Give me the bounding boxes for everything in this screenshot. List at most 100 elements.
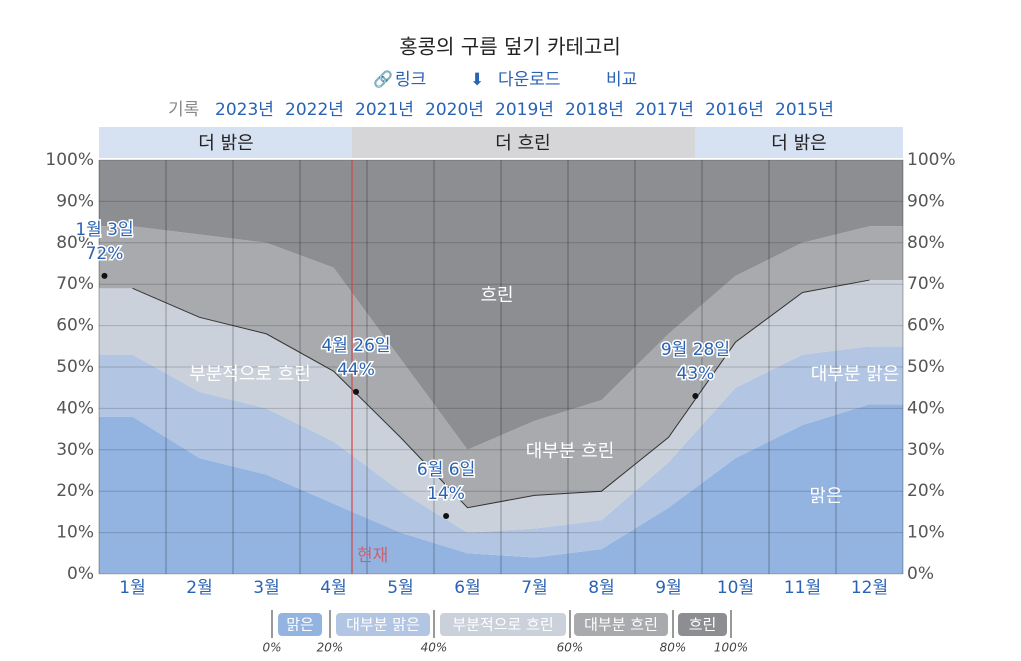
compare[interactable]: 비교: [606, 70, 637, 90]
season-label: 더 밝은: [198, 133, 253, 154]
area-edge: [99, 416, 133, 574]
legend-label: 대부분 맑은: [346, 616, 420, 634]
y2-tick-label: 0%: [907, 564, 934, 584]
y-tick-label: 0%: [67, 564, 94, 584]
y-tick-label: 100%: [45, 150, 94, 170]
legend-swatch: [336, 613, 430, 636]
area: [132, 160, 870, 450]
annotation-value: 44%: [337, 360, 375, 380]
y-tick-label: 30%: [56, 440, 94, 460]
year-link[interactable]: 2023년: [215, 100, 274, 120]
area-edge: [99, 160, 133, 227]
x-tick-label: 1월: [119, 578, 145, 598]
year-link[interactable]: 2017년: [635, 100, 694, 120]
link[interactable]: 링크: [395, 70, 426, 90]
annotation-value: 43%: [677, 364, 715, 384]
annotation-dot: [101, 272, 108, 279]
area-edge: [869, 346, 903, 405]
x-tick-label: 10월: [717, 578, 754, 598]
legend-label: 대부분 흐린: [584, 616, 658, 634]
boundary-line: [132, 279, 870, 509]
year-link[interactable]: 2016년: [705, 100, 764, 120]
download[interactable]: 다운로드: [498, 70, 561, 90]
y-tick-label: 10%: [56, 523, 94, 543]
y2-tick-label: 70%: [907, 274, 945, 294]
annotation-date: 6월 6일: [417, 460, 475, 480]
annotation-dot: [443, 513, 450, 520]
history-label: 기록: [168, 100, 199, 120]
area-edge: [869, 404, 903, 574]
season-label: 더 흐린: [495, 133, 550, 154]
download-icon: ⬇: [470, 70, 484, 90]
year-link[interactable]: 2019년: [495, 100, 554, 120]
annotation-date: 4월 26일: [321, 336, 390, 356]
y2-tick-label: 30%: [907, 440, 945, 460]
y-tick-label: 90%: [56, 191, 94, 211]
y2-tick-label: 90%: [907, 191, 945, 211]
y-tick-label: 70%: [56, 274, 94, 294]
area-label: 부분적으로 흐린: [189, 364, 311, 385]
legend-swatch: [440, 613, 566, 636]
y-tick-label: 80%: [56, 233, 94, 253]
year-link[interactable]: 2021년: [355, 100, 414, 120]
year-link[interactable]: 2022년: [285, 100, 344, 120]
x-tick-label: 6월: [454, 578, 480, 598]
x-tick-label: 3월: [253, 578, 279, 598]
x-tick-label: 12월: [851, 578, 888, 598]
area-label: 흐린: [480, 285, 513, 306]
area-edge: [99, 354, 133, 417]
x-tick-label: 11월: [784, 578, 821, 598]
y-tick-label: 60%: [56, 316, 94, 336]
legend-label: 흐린: [689, 616, 717, 634]
y2-tick-label: 20%: [907, 481, 945, 501]
y2-tick-label: 10%: [907, 523, 945, 543]
season-label: 더 밝은: [771, 133, 826, 154]
annotation-dot: [692, 392, 699, 399]
annotation-value: 14%: [427, 484, 465, 504]
year-link[interactable]: 2020년: [425, 100, 484, 120]
x-tick-label: 8월: [588, 578, 614, 598]
legend-tick-label: 0%: [262, 641, 281, 655]
y-tick-label: 50%: [56, 357, 94, 377]
legend-label: 부분적으로 흐린: [452, 616, 553, 634]
x-tick-label: 4월: [320, 578, 346, 598]
year-link[interactable]: 2018년: [565, 100, 624, 120]
area: [132, 346, 870, 558]
area: [132, 280, 870, 533]
season-band: [99, 127, 352, 158]
year-link[interactable]: 2015년: [775, 100, 834, 120]
annotation-value: 72%: [86, 244, 124, 264]
chart-title: 홍콩의 구름 덮기 카테고리: [399, 35, 620, 59]
legend-tick-label: 20%: [317, 641, 344, 655]
legend-swatch: [278, 613, 322, 636]
area-label: 대부분 흐린: [526, 441, 615, 462]
legend-label: 맑은: [286, 616, 314, 634]
legend-tick-label: 100%: [714, 641, 748, 655]
y-tick-label: 20%: [56, 481, 94, 501]
area-edge: [869, 226, 903, 281]
y2-tick-label: 80%: [907, 233, 945, 253]
annotation-date: 1월 3일: [75, 220, 133, 240]
x-tick-label: 5월: [387, 578, 413, 598]
annotation-date: 9월 28일: [661, 340, 730, 360]
y2-tick-label: 40%: [907, 398, 945, 418]
legend-swatch: [678, 613, 727, 636]
area-label: 대부분 맑은: [811, 364, 900, 385]
now-label: 현재: [357, 546, 388, 566]
area-edge: [869, 160, 903, 227]
y2-tick-label: 100%: [907, 150, 956, 170]
x-tick-label: 9월: [655, 578, 681, 598]
area-label: 맑은: [809, 486, 842, 507]
y2-tick-label: 50%: [907, 357, 945, 377]
area-edge: [869, 280, 903, 347]
x-tick-label: 2월: [186, 578, 212, 598]
y2-tick-label: 60%: [907, 316, 945, 336]
area: [132, 226, 870, 508]
legend-swatch: [574, 613, 668, 636]
area-edge: [99, 288, 133, 355]
season-band: [352, 127, 695, 158]
legend-tick-label: 80%: [660, 641, 687, 655]
season-band: [695, 127, 903, 158]
